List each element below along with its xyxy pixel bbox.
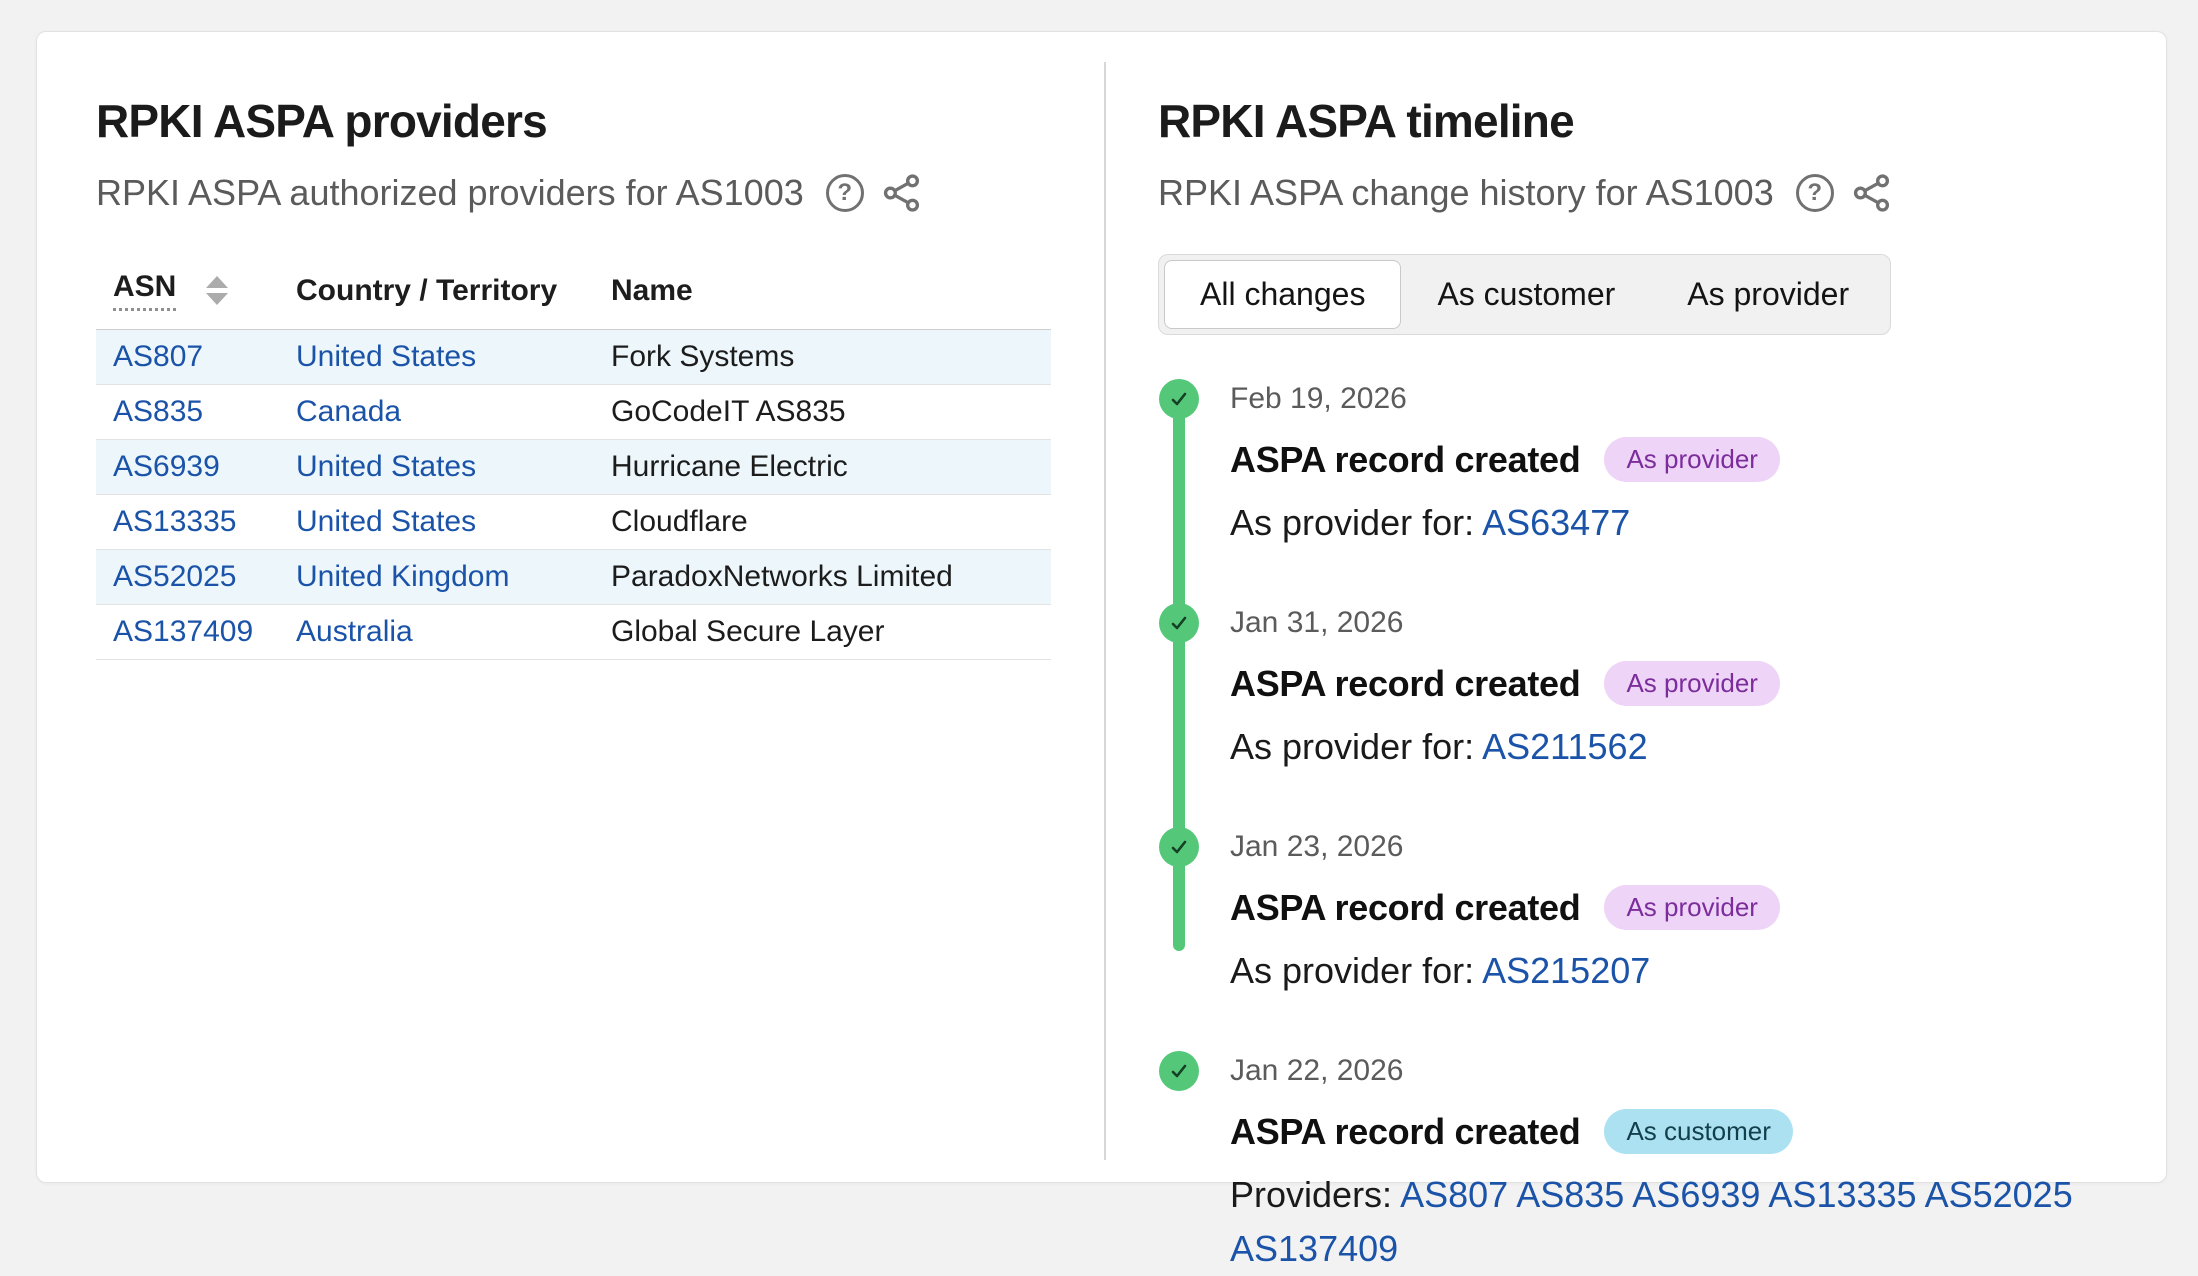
entry-date: Jan 23, 2026 bbox=[1230, 830, 1404, 863]
entry-event-title: ASPA record created bbox=[1230, 662, 1581, 704]
country-link[interactable]: Canada bbox=[296, 395, 402, 428]
timeline-entry: Jan 22, 2026 ASPA record created As cust… bbox=[1158, 1051, 2110, 1276]
share-icon[interactable] bbox=[882, 173, 922, 213]
name-cell: GoCodeIT AS835 bbox=[611, 395, 846, 428]
asn-link[interactable]: AS63477 bbox=[1482, 502, 1631, 543]
timeline-panel-subtitle-row: RPKI ASPA change history for AS1003 ? bbox=[1158, 172, 2110, 214]
entry-detail-label: As provider for: bbox=[1230, 950, 1475, 991]
table-row: AS52025 United Kingdom ParadoxNetworks L… bbox=[96, 549, 1051, 605]
sort-icon[interactable] bbox=[206, 276, 229, 305]
asn-link[interactable]: AS211562 bbox=[1482, 726, 1648, 767]
entry-role-badge: As provider bbox=[1604, 437, 1780, 482]
asn-link[interactable]: AS137409 bbox=[113, 615, 254, 648]
entry-date: Feb 19, 2026 bbox=[1230, 382, 1407, 415]
tab-as-provider[interactable]: As provider bbox=[1687, 276, 1850, 312]
asn-link[interactable]: AS215207 bbox=[1482, 950, 1651, 991]
entry-detail-label: As provider for: bbox=[1230, 726, 1475, 767]
providers-panel-subtitle-row: RPKI ASPA authorized providers for AS100… bbox=[96, 172, 1104, 214]
main-card: RPKI ASPA providers RPKI ASPA authorized… bbox=[36, 31, 2167, 1269]
table-row: AS835 Canada GoCodeIT AS835 bbox=[96, 385, 1051, 440]
country-link[interactable]: United States bbox=[296, 340, 477, 373]
providers-panel-subtitle: RPKI ASPA authorized providers for AS100… bbox=[96, 172, 804, 213]
asn-link[interactable]: AS835 bbox=[113, 395, 204, 428]
asn-link[interactable]: AS52025 bbox=[1924, 1174, 2073, 1215]
name-cell: Global Secure Layer bbox=[611, 615, 885, 648]
asn-link[interactable]: AS137409 bbox=[1230, 1228, 1399, 1269]
asn-link[interactable]: AS807 bbox=[1400, 1174, 1509, 1215]
column-header-name: Name bbox=[611, 260, 1051, 330]
check-circle-icon bbox=[1159, 827, 1199, 867]
column-header-country: Country / Territory bbox=[296, 260, 611, 330]
table-row: AS13335 United States Cloudflare bbox=[96, 495, 1051, 550]
entry-role-badge: As customer bbox=[1604, 1109, 1793, 1154]
entry-role-badge: As provider bbox=[1604, 661, 1780, 706]
timeline-panel-title: RPKI ASPA timeline bbox=[1158, 95, 1575, 147]
table-row: AS137409 Australia Global Secure Layer bbox=[96, 605, 1051, 660]
table-row: AS6939 United States Hurricane Electric bbox=[96, 439, 1051, 495]
entry-detail: Providers: AS807 AS835 AS6939 AS13335 AS… bbox=[1230, 1168, 2110, 1276]
country-link[interactable]: Australia bbox=[296, 615, 413, 648]
asn-link[interactable]: AS13335 bbox=[1768, 1174, 1917, 1215]
asn-link[interactable]: AS6939 bbox=[1632, 1174, 1761, 1215]
asn-link[interactable]: AS52025 bbox=[113, 560, 237, 593]
timeline-panel-subtitle: RPKI ASPA change history for AS1003 bbox=[1158, 172, 1774, 213]
entry-role-badge: As provider bbox=[1604, 885, 1780, 930]
country-link[interactable]: United Kingdom bbox=[296, 560, 510, 593]
timeline-entry: Jan 31, 2026 ASPA record created As prov… bbox=[1158, 603, 2110, 774]
entry-event-title: ASPA record created bbox=[1230, 886, 1581, 928]
asn-header-label[interactable]: ASN bbox=[113, 270, 177, 311]
table-row: AS807 United States Fork Systems bbox=[96, 329, 1051, 385]
entry-detail: As provider for: AS63477 bbox=[1230, 496, 2110, 550]
asn-link[interactable]: AS13335 bbox=[113, 505, 237, 538]
entry-date: Jan 22, 2026 bbox=[1230, 1054, 1404, 1087]
country-link[interactable]: United States bbox=[296, 505, 477, 538]
check-circle-icon bbox=[1159, 379, 1199, 419]
help-icon[interactable]: ? bbox=[825, 174, 864, 212]
asn-link[interactable]: AS6939 bbox=[113, 450, 220, 483]
asn-link[interactable]: AS835 bbox=[1516, 1174, 1625, 1215]
check-circle-icon bbox=[1159, 603, 1199, 643]
entry-detail: As provider for: AS211562 bbox=[1230, 720, 2110, 774]
entry-detail-label: As provider for: bbox=[1230, 502, 1475, 543]
help-icon[interactable]: ? bbox=[1795, 174, 1834, 212]
entry-event-title: ASPA record created bbox=[1230, 438, 1581, 480]
entry-detail-label: Providers: bbox=[1230, 1174, 1393, 1215]
column-header-asn[interactable]: ASN bbox=[96, 260, 296, 330]
name-cell: Hurricane Electric bbox=[611, 450, 848, 483]
entry-detail: As provider for: AS215207 bbox=[1230, 944, 2110, 998]
rpki-aspa-providers-panel: RPKI ASPA providers RPKI ASPA authorized… bbox=[37, 32, 1104, 1182]
timeline: Feb 19, 2026 ASPA record created As prov… bbox=[1158, 379, 2110, 1276]
providers-panel-title: RPKI ASPA providers bbox=[96, 95, 548, 147]
rpki-aspa-timeline-panel: RPKI ASPA timeline RPKI ASPA change hist… bbox=[1106, 32, 2166, 1269]
check-circle-icon bbox=[1159, 1051, 1199, 1091]
tab-all-changes[interactable]: All changes bbox=[1164, 260, 1402, 329]
providers-table: ASN Country / Territory Name AS807 U bbox=[96, 260, 1051, 660]
name-cell: ParadoxNetworks Limited bbox=[611, 560, 953, 593]
share-icon[interactable] bbox=[1852, 173, 1892, 213]
sort-down-arrow-icon bbox=[206, 293, 229, 305]
panels-container: RPKI ASPA providers RPKI ASPA authorized… bbox=[37, 32, 2166, 1269]
providers-table-body: AS807 United States Fork Systems AS835 C… bbox=[96, 329, 1051, 660]
timeline-line bbox=[1173, 401, 1185, 951]
name-cell: Fork Systems bbox=[611, 340, 795, 373]
timeline-entry: Feb 19, 2026 ASPA record created As prov… bbox=[1158, 379, 2110, 550]
timeline-filter-tabs: All changes As customer As provider bbox=[1158, 254, 1892, 335]
timeline-entry: Jan 23, 2026 ASPA record created As prov… bbox=[1158, 827, 2110, 998]
entry-event-title: ASPA record created bbox=[1230, 1110, 1581, 1152]
tab-as-customer[interactable]: As customer bbox=[1437, 276, 1616, 312]
asn-link[interactable]: AS807 bbox=[113, 340, 204, 373]
providers-table-header-row: ASN Country / Territory Name bbox=[96, 260, 1051, 330]
country-link[interactable]: United States bbox=[296, 450, 477, 483]
sort-up-arrow-icon bbox=[206, 276, 229, 288]
entry-date: Jan 31, 2026 bbox=[1230, 606, 1404, 639]
panel-divider bbox=[1104, 62, 1106, 1160]
name-cell: Cloudflare bbox=[611, 505, 748, 538]
